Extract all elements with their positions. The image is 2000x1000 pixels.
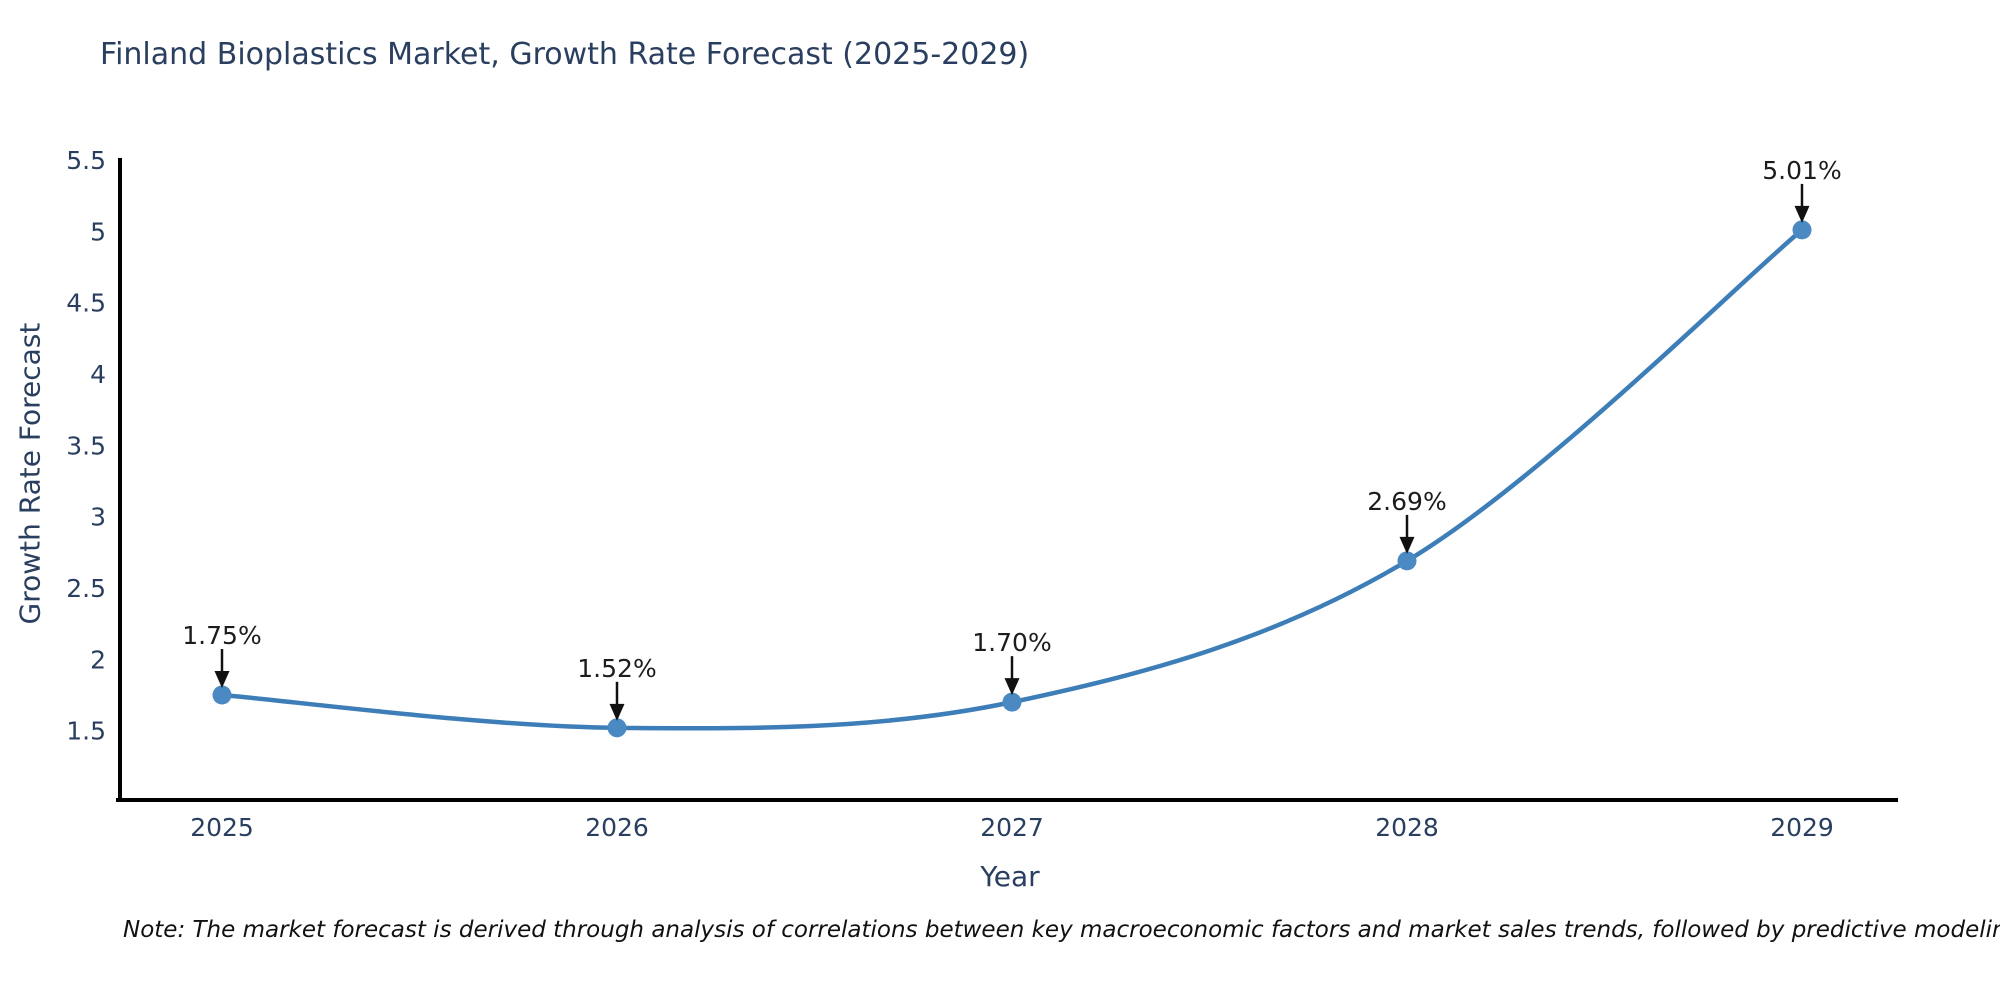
annotation-arrowhead [214,671,230,688]
annotation-arrowhead [1794,205,1810,223]
x-tick-label: 2027 [980,813,1044,842]
annotation-arrowhead [1004,678,1020,696]
annotation-arrowhead [609,703,625,721]
y-tick-label: 5 [90,217,106,246]
annotation-label: 1.52% [577,654,656,683]
x-tick-label: 2026 [585,813,649,842]
y-tick-label: 4 [90,360,106,389]
data-point-marker [1002,692,1022,712]
y-tick-label: 5.5 [66,146,106,175]
x-axis-label: Year [980,860,1040,893]
y-tick-label: 1.5 [66,717,106,746]
data-point-marker [1792,220,1812,240]
y-tick-label: 4.5 [66,289,106,318]
data-point-marker [212,685,232,705]
annotation-label: 2.69% [1367,487,1446,516]
annotation-arrowhead [1399,536,1415,554]
x-tick-label: 2029 [1770,813,1834,842]
y-tick-label: 3.5 [66,431,106,460]
y-tick-label: 2.5 [66,574,106,603]
footnote: Note: The market forecast is derived thr… [123,917,2000,943]
x-tick-label: 2025 [190,813,254,842]
data-point-marker [1397,551,1417,571]
annotation-label: 5.01% [1762,156,1841,185]
forecast-line [219,227,1805,731]
chart-title: Finland Bioplastics Market, Growth Rate … [100,37,1030,72]
annotation-label: 1.70% [972,628,1051,657]
y-tick-label: 2 [90,645,106,674]
annotation-label: 1.75% [182,621,261,650]
x-tick-label: 2028 [1375,813,1439,842]
data-point-marker [607,718,627,738]
y-tick-label: 3 [90,503,106,532]
